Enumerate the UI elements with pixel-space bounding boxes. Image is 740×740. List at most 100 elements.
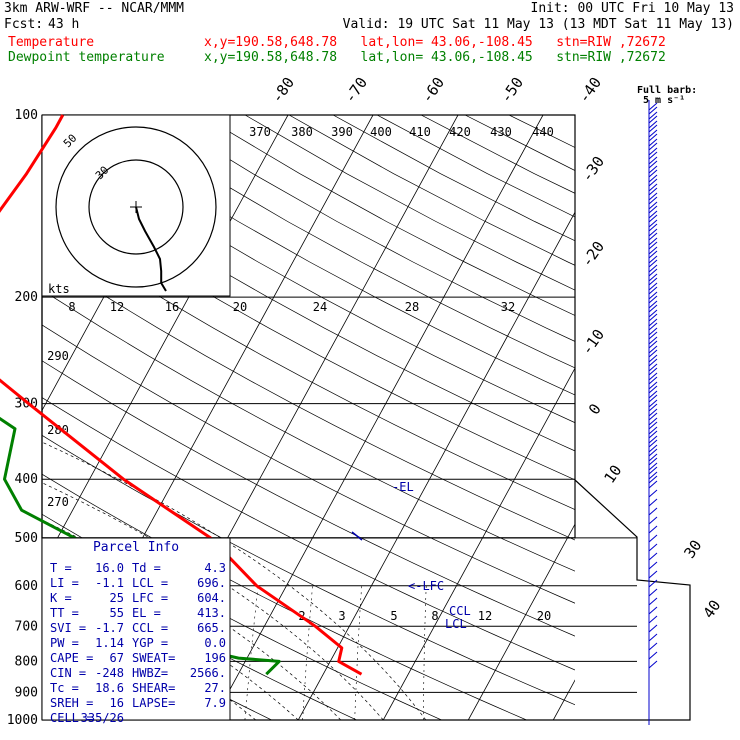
wind-barb	[648, 147, 658, 156]
wind-barb	[648, 430, 658, 439]
dry-adiabat-line	[42, 397, 575, 671]
dry-adiabat-line	[156, 115, 575, 342]
wind-barb	[648, 196, 658, 205]
pressure-tick-label: 200	[15, 290, 38, 305]
wind-barb	[648, 381, 658, 390]
pressure-tick-label: 1000	[7, 713, 38, 728]
theta-label: 400	[370, 125, 392, 139]
parcel-info-value: -1.1	[95, 576, 124, 590]
dry-adiabat-line	[42, 189, 575, 481]
wind-barb	[648, 435, 658, 444]
wind-barb	[648, 489, 658, 498]
wind-barb	[648, 421, 658, 430]
forecast-hours: 43 h	[48, 17, 80, 32]
wind-barb	[648, 309, 658, 318]
dry-adiabat-line	[42, 289, 575, 572]
hodograph-axis-label: 16	[165, 300, 179, 314]
isotherm-line	[467, 523, 575, 720]
parcel-info-key: SVI =	[50, 621, 86, 635]
wind-barb	[648, 552, 658, 561]
parcel-info-key: T =	[50, 561, 72, 575]
wind-barb	[648, 525, 658, 534]
el-annotation: -EL	[392, 480, 414, 494]
isotherm-label: -40	[575, 74, 605, 107]
wind-barb	[648, 273, 658, 282]
wind-barb	[648, 354, 658, 363]
wind-barb	[648, 394, 658, 403]
wind-barb	[648, 462, 658, 471]
wind-barb	[648, 363, 658, 372]
wind-barb	[648, 259, 658, 268]
parcel-info-key: LI =	[50, 576, 79, 590]
parcel-info-value: 335/26	[81, 711, 124, 725]
lcl-annotation: LCL	[445, 617, 467, 631]
ccl-annotation: CCL	[449, 604, 471, 618]
dry-adiabat-line	[42, 434, 575, 706]
wind-barb	[648, 102, 658, 111]
wind-barb	[648, 124, 658, 133]
wind-barb	[648, 444, 658, 453]
wind-barb	[648, 399, 658, 408]
dry-adiabat-line	[112, 115, 575, 369]
mixing-ratio-label: 5	[390, 609, 397, 623]
wind-barb	[648, 376, 658, 385]
hodograph-units-label: kts	[48, 282, 70, 296]
parcel-info-key: CCL =	[132, 621, 168, 635]
parcel-info-key: LCL =	[132, 576, 168, 590]
parcel-info-value: -248	[95, 666, 124, 680]
parcel-info-key: CIN =	[50, 666, 86, 680]
parcel-info-value: 2566.	[190, 666, 226, 680]
isotherm-label: 0	[585, 400, 605, 418]
wind-barb	[648, 390, 658, 399]
wind-barb	[648, 219, 658, 228]
wind-barb	[648, 214, 658, 223]
parcel-info-key: TT =	[50, 606, 79, 620]
wind-barb	[648, 106, 658, 115]
wind-barb	[648, 642, 658, 651]
wind-barb	[648, 480, 658, 489]
isotherm-line	[382, 367, 575, 720]
isotherm-line	[552, 679, 575, 720]
wind-barb	[648, 142, 658, 151]
isotherm-label: -70	[341, 74, 371, 107]
lower-frame	[42, 479, 691, 721]
wind-barb	[648, 268, 658, 277]
parcel-info-value: 1.14	[95, 636, 124, 650]
wind-barb	[648, 372, 658, 381]
dry-adiabat-line	[42, 324, 575, 604]
pressure-tick-label: 700	[15, 619, 38, 634]
dry-adiabat-line	[42, 125, 575, 424]
isotherm-label: -60	[418, 74, 448, 107]
parcel-info-key: LFC =	[132, 591, 168, 605]
wind-barb	[648, 660, 658, 669]
wind-barb	[648, 201, 658, 210]
dry-adiabat-line	[376, 115, 575, 218]
forecast-label: Fcst:	[4, 17, 44, 32]
parcel-info-value: 7.9	[204, 696, 226, 710]
theta-label: 440	[532, 125, 554, 139]
parcel-info-box	[41, 537, 231, 721]
wind-barb	[648, 453, 658, 462]
wind-barb	[648, 313, 658, 322]
hodograph-axis-label: 12	[110, 300, 124, 314]
parcel-info-value: 18.6	[95, 681, 124, 695]
isotherm-line	[212, 115, 544, 720]
wind-barb	[648, 426, 658, 435]
wind-barb	[648, 120, 658, 129]
dewpoint-location-info: x,y=190.58,648.78 lat,lon= 43.06,-108.45…	[204, 50, 666, 65]
parcel-info-value: 196	[204, 651, 226, 665]
wind-barb	[648, 340, 658, 349]
isotherm-line	[42, 115, 289, 568]
pressure-tick-label: 600	[15, 579, 38, 594]
theta-label: 390	[331, 125, 353, 139]
wind-barb	[648, 322, 658, 331]
wind-barb	[648, 597, 658, 606]
temperature-legend-label: Temperature	[8, 35, 95, 50]
dewpoint-legend-label: Dewpoint temperature	[8, 50, 165, 65]
parcel-info-value: -1.7	[95, 621, 124, 635]
isotherm-label: -20	[578, 238, 608, 271]
parcel-info-key: CELL =	[50, 711, 93, 725]
parcel-info-value: 67	[110, 651, 124, 665]
wind-barb	[648, 367, 658, 376]
